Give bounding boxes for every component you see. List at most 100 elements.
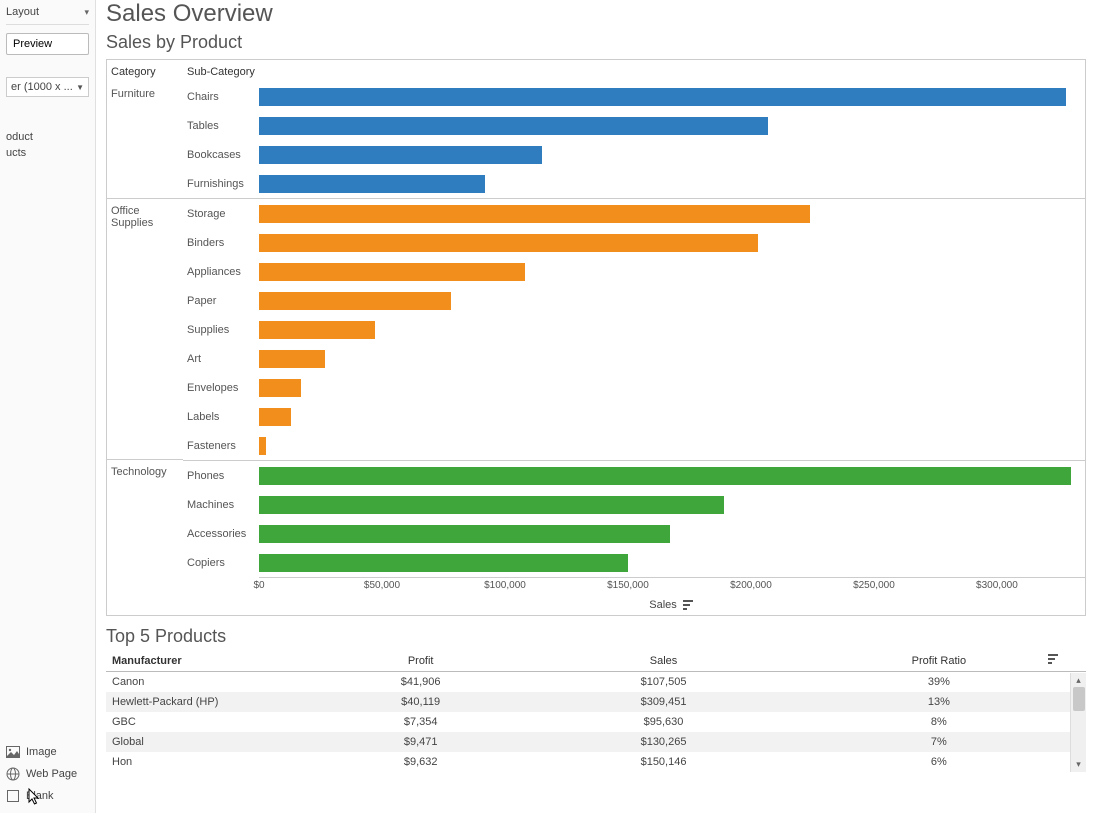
bar[interactable]: [259, 263, 525, 281]
scroll-up-icon[interactable]: ▴: [1076, 673, 1081, 688]
blank-icon: [6, 789, 20, 803]
table-cell: Hon: [106, 752, 306, 772]
sort-descending-icon[interactable]: [683, 600, 695, 610]
object-web-page[interactable]: Web Page: [6, 763, 89, 785]
subcategory-label: Bookcases: [183, 140, 259, 169]
bar[interactable]: [259, 88, 1066, 106]
table-row[interactable]: Hon$9,632$150,1466%: [106, 752, 1086, 772]
subcategory-label: Supplies: [183, 315, 259, 344]
dashboard-title: Sales Overview: [106, 0, 1088, 28]
subcategory-label: Appliances: [183, 257, 259, 286]
top5-table[interactable]: ManufacturerProfitSalesProfit Ratio Cano…: [106, 651, 1086, 772]
x-axis: $0$50,000$100,000$150,000$200,000$250,00…: [259, 577, 1085, 597]
axis-tick: $0: [253, 580, 264, 591]
axis-tick: $50,000: [364, 580, 400, 591]
table-cell: $40,119: [306, 692, 535, 712]
bar[interactable]: [259, 146, 542, 164]
table-cell: Hewlett-Packard (HP): [106, 692, 306, 712]
header-subcategory: Sub-Category: [187, 66, 263, 78]
layout-section-header[interactable]: Layout ▾: [6, 4, 89, 25]
table-cell: $9,471: [306, 732, 535, 752]
subcategory-label: Machines: [183, 490, 259, 519]
table-cell: 13%: [792, 692, 1086, 712]
image-icon: [6, 745, 20, 759]
table-cell: 8%: [792, 712, 1086, 732]
table-cell: $309,451: [535, 692, 791, 712]
object-blank[interactable]: Blank: [6, 785, 89, 807]
chart-title: Sales by Product: [106, 32, 1088, 53]
size-dropdown[interactable]: er (1000 x ... ▼: [6, 77, 89, 97]
bar[interactable]: [259, 437, 266, 455]
size-label: er (1000 x ...: [11, 81, 73, 93]
bar[interactable]: [259, 205, 810, 223]
scroll-down-icon[interactable]: ▾: [1076, 757, 1081, 772]
device-preview-button[interactable]: Preview: [6, 33, 89, 55]
table-cell: $95,630: [535, 712, 791, 732]
bar[interactable]: [259, 525, 670, 543]
bar[interactable]: [259, 292, 451, 310]
globe-icon: [6, 767, 20, 781]
table-row[interactable]: Hewlett-Packard (HP)$40,119$309,45113%: [106, 692, 1086, 712]
subcategory-label: Phones: [183, 461, 259, 490]
axis-tick: $150,000: [607, 580, 649, 591]
table-header[interactable]: Manufacturer: [106, 651, 306, 672]
table-cell: 7%: [792, 732, 1086, 752]
table-cell: $130,265: [535, 732, 791, 752]
object-label: Blank: [26, 790, 54, 802]
category-label: Office Supplies: [107, 199, 183, 229]
subcategory-label: Storage: [183, 199, 259, 228]
subcategory-label: Art: [183, 344, 259, 373]
object-image[interactable]: Image: [6, 741, 89, 763]
bar[interactable]: [259, 379, 301, 397]
table-header[interactable]: Sales: [535, 651, 791, 672]
object-label: Image: [26, 746, 57, 758]
table-row[interactable]: Canon$41,906$107,50539%: [106, 672, 1086, 693]
bar[interactable]: [259, 496, 724, 514]
dropdown-caret-icon: ▼: [76, 83, 84, 92]
table-cell: 39%: [792, 672, 1086, 693]
table-cell: $41,906: [306, 672, 535, 693]
category-label: Technology: [107, 460, 183, 478]
axis-tick: $200,000: [730, 580, 772, 591]
bar[interactable]: [259, 117, 768, 135]
axis-tick: $250,000: [853, 580, 895, 591]
bar[interactable]: [259, 408, 291, 426]
tree-item[interactable]: ucts: [6, 145, 89, 161]
bar[interactable]: [259, 175, 485, 193]
axis-label-row: Sales: [259, 599, 1085, 611]
scroll-thumb[interactable]: [1073, 687, 1085, 711]
subcategory-label: Paper: [183, 286, 259, 315]
preview-label: Preview: [13, 38, 52, 50]
bar[interactable]: [259, 350, 325, 368]
subcategory-label: Tables: [183, 111, 259, 140]
sales-by-product-chart[interactable]: Category Sub-Category FurnitureOffice Su…: [106, 59, 1086, 616]
subcategory-label: Accessories: [183, 519, 259, 548]
subcategory-label: Envelopes: [183, 373, 259, 402]
table-row[interactable]: GBC$7,354$95,6308%: [106, 712, 1086, 732]
subcategory-label: Copiers: [183, 548, 259, 577]
object-label: Web Page: [26, 768, 77, 780]
chart-body: FurnitureOffice SuppliesTechnologyChairs…: [107, 82, 1085, 577]
table-cell: Global: [106, 732, 306, 752]
table-cell: $7,354: [306, 712, 535, 732]
subcategory-label: Binders: [183, 228, 259, 257]
table-cell: $150,146: [535, 752, 791, 772]
table-cell: GBC: [106, 712, 306, 732]
table-scrollbar[interactable]: ▴ ▾: [1070, 673, 1086, 772]
bar[interactable]: [259, 554, 628, 572]
objects-list: Image Web Page Blank: [6, 741, 89, 807]
tree-item[interactable]: oduct: [6, 129, 89, 145]
subcategory-label: Furnishings: [183, 169, 259, 198]
table-row[interactable]: Global$9,471$130,2657%: [106, 732, 1086, 752]
clipped-tree-items: oduct ucts: [6, 129, 89, 161]
left-panel: Layout ▾ Preview er (1000 x ... ▼ oduct …: [0, 0, 96, 813]
bar[interactable]: [259, 234, 758, 252]
table-header[interactable]: Profit Ratio: [792, 651, 1086, 672]
category-label: Furniture: [107, 82, 183, 100]
table-cell: $107,505: [535, 672, 791, 693]
table-cell: 6%: [792, 752, 1086, 772]
sort-descending-icon[interactable]: [1048, 653, 1060, 667]
bar[interactable]: [259, 467, 1071, 485]
bar[interactable]: [259, 321, 375, 339]
table-header[interactable]: Profit: [306, 651, 535, 672]
